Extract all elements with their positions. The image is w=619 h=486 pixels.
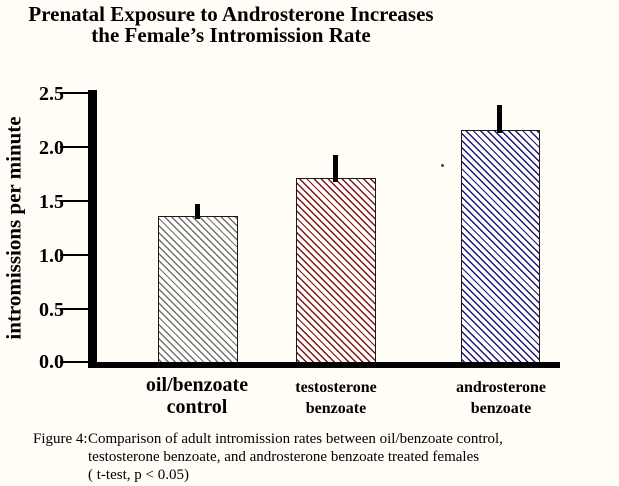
figure-caption: Figure 4:Comparison of adult intromissio… <box>33 430 608 484</box>
x-axis-line <box>88 362 560 368</box>
y-tick-label: 1.5 <box>39 191 64 213</box>
chart-title-line-1: Prenatal Exposure to Androsterone Increa… <box>28 2 434 26</box>
stray-dot-artifact <box>441 164 444 167</box>
category-label-line: benzoate <box>305 400 367 417</box>
y-tick-mark <box>60 361 88 363</box>
category-label-testosterone-benzoate: testosterone benzoate <box>256 377 416 419</box>
y-axis-line <box>88 90 97 368</box>
y-tick-label: 0.5 <box>39 299 64 321</box>
error-bar-testosterone-benzoate <box>333 155 338 182</box>
y-tick-mark <box>60 92 88 94</box>
chart-title: Prenatal Exposure to Androsterone Increa… <box>0 4 462 46</box>
error-bar-oil-benzoate-control <box>195 204 200 219</box>
category-label-line: androsterone <box>455 379 547 396</box>
y-tick-mark <box>60 254 88 256</box>
y-tick-mark <box>60 200 88 202</box>
category-label-oil-benzoate-control: oil/benzoate control <box>107 374 287 418</box>
error-bar-androsterone-benzoate <box>497 105 502 133</box>
y-tick-label: 1.0 <box>39 245 64 267</box>
category-label-line: control <box>166 396 228 418</box>
category-label-line: benzoate <box>470 400 532 417</box>
bar-androsterone-benzoate <box>461 130 540 367</box>
category-label-line: testosterone <box>295 379 377 396</box>
category-label-line: oil/benzoate <box>145 374 249 396</box>
y-tick-mark <box>60 146 88 148</box>
category-label-androsterone-benzoate: androsterone benzoate <box>421 377 581 419</box>
caption-figure-number: Figure 4: <box>33 431 88 447</box>
y-tick-label: 0.0 <box>39 351 64 373</box>
bar-oil-benzoate-control <box>158 216 238 367</box>
y-tick-label: 2.0 <box>39 137 64 159</box>
chart-title-line-2: the Female’s Intromission Rate <box>91 23 371 47</box>
y-tick-label: 2.5 <box>39 83 64 105</box>
caption-line-2: testosterone benzoate, and androsterone … <box>88 449 480 465</box>
caption-line-3: ( t-test, p < 0.05) <box>88 467 189 483</box>
caption-line-1: Figure 4:Comparison of adult intromissio… <box>33 430 608 448</box>
y-tick-mark <box>60 308 88 310</box>
bar-testosterone-benzoate <box>296 178 376 367</box>
caption-text: Comparison of adult intromission rates b… <box>88 431 503 447</box>
